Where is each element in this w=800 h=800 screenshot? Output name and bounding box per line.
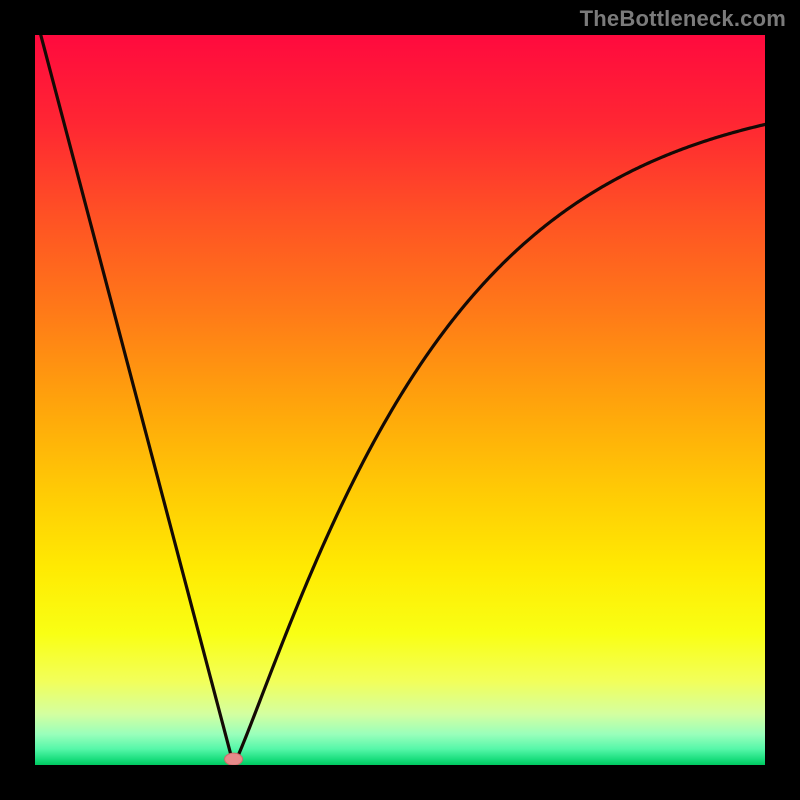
watermark-text: TheBottleneck.com bbox=[580, 6, 786, 32]
bottleneck-chart bbox=[35, 35, 765, 765]
chart-background bbox=[35, 35, 765, 765]
optimum-marker bbox=[225, 753, 243, 765]
